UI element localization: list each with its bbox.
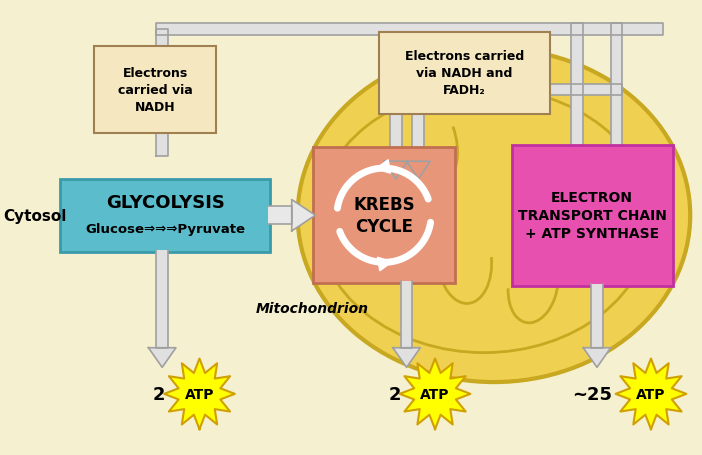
Polygon shape bbox=[399, 359, 470, 429]
FancyBboxPatch shape bbox=[95, 47, 216, 134]
FancyBboxPatch shape bbox=[60, 180, 270, 252]
Polygon shape bbox=[268, 207, 292, 225]
Polygon shape bbox=[401, 282, 413, 348]
Text: 2: 2 bbox=[388, 385, 401, 403]
Polygon shape bbox=[390, 85, 623, 96]
Text: Electrons carried
via NADH and
FADH₂: Electrons carried via NADH and FADH₂ bbox=[405, 51, 524, 97]
Polygon shape bbox=[157, 30, 168, 157]
Text: Glucose⇒⇒⇒Pyruvate: Glucose⇒⇒⇒Pyruvate bbox=[85, 223, 245, 236]
FancyBboxPatch shape bbox=[512, 145, 673, 286]
Polygon shape bbox=[605, 162, 628, 182]
Ellipse shape bbox=[298, 49, 690, 382]
Polygon shape bbox=[292, 200, 315, 232]
Polygon shape bbox=[157, 250, 168, 348]
Text: ATP: ATP bbox=[185, 387, 214, 401]
FancyBboxPatch shape bbox=[313, 148, 455, 284]
Polygon shape bbox=[571, 24, 583, 174]
Text: Mitochondrion: Mitochondrion bbox=[256, 302, 369, 316]
Text: Electrons
carried via
NADH: Electrons carried via NADH bbox=[118, 67, 192, 114]
Polygon shape bbox=[148, 348, 176, 368]
Polygon shape bbox=[406, 162, 430, 180]
Text: KREBS
CYCLE: KREBS CYCLE bbox=[353, 196, 415, 236]
Polygon shape bbox=[616, 359, 687, 429]
Polygon shape bbox=[376, 160, 390, 174]
Polygon shape bbox=[583, 348, 611, 368]
Text: Cytosol: Cytosol bbox=[3, 208, 66, 223]
Polygon shape bbox=[384, 162, 408, 180]
Polygon shape bbox=[413, 91, 424, 162]
Polygon shape bbox=[164, 359, 234, 429]
Polygon shape bbox=[393, 348, 420, 368]
Text: ELECTRON
TRANSPORT CHAIN
+ ATP SYNTHASE: ELECTRON TRANSPORT CHAIN + ATP SYNTHASE bbox=[517, 191, 666, 241]
Polygon shape bbox=[390, 91, 402, 162]
Text: GLYCOLYSIS: GLYCOLYSIS bbox=[106, 194, 225, 212]
Polygon shape bbox=[566, 162, 589, 182]
Polygon shape bbox=[157, 24, 663, 35]
Text: ATP: ATP bbox=[420, 387, 450, 401]
Text: 2: 2 bbox=[152, 385, 165, 403]
Text: ATP: ATP bbox=[636, 387, 665, 401]
Polygon shape bbox=[591, 284, 603, 348]
Polygon shape bbox=[378, 258, 392, 271]
Polygon shape bbox=[611, 24, 623, 174]
FancyBboxPatch shape bbox=[379, 33, 550, 115]
Text: ~25: ~25 bbox=[571, 385, 611, 403]
